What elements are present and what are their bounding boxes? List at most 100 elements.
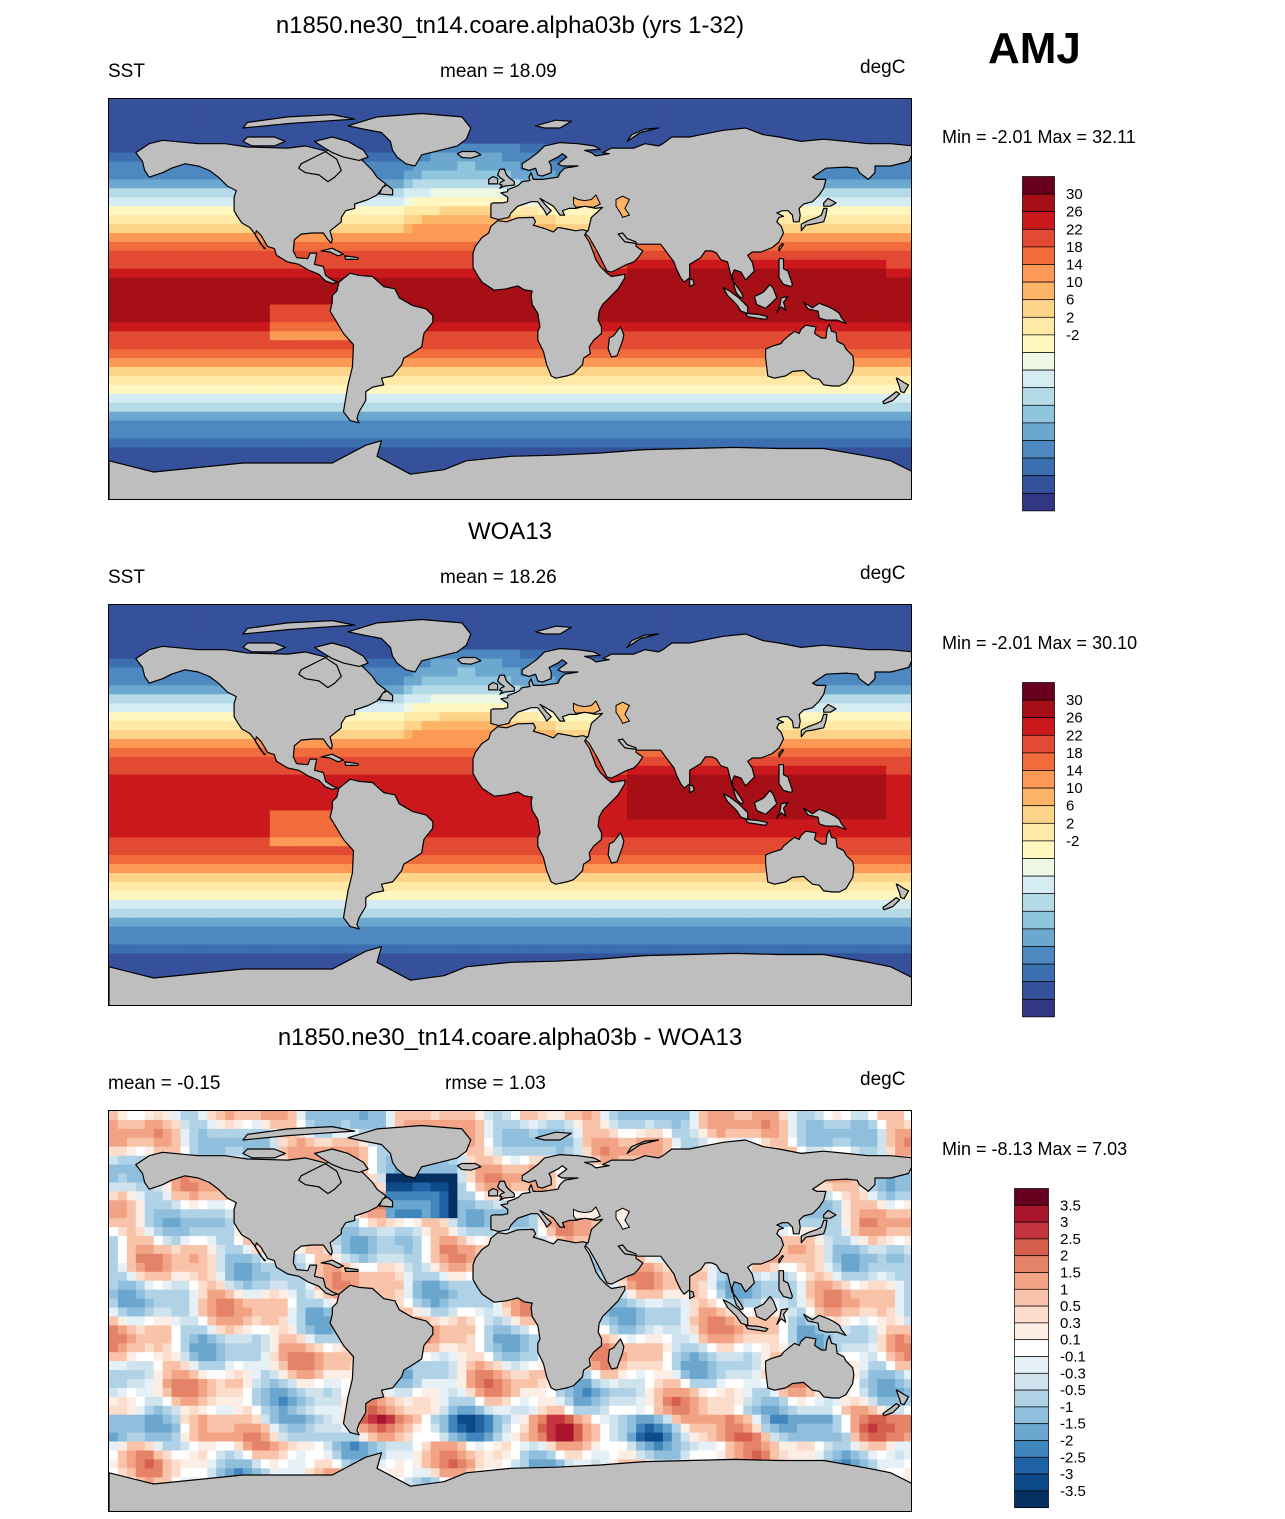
colorbar-swatch — [1022, 334, 1055, 353]
panel-2-title: WOA13 — [467, 518, 553, 545]
landmass-cuba — [320, 1259, 345, 1269]
landmass-eurasia — [490, 1139, 911, 1311]
landmass-iceland — [456, 656, 482, 665]
landmass-hispaniola — [344, 255, 359, 260]
landmass-novaya — [626, 127, 659, 142]
colorbar-tick-label: 6 — [1066, 292, 1074, 309]
landmass-cuba — [320, 753, 345, 763]
landmass-japan — [800, 207, 828, 232]
landmass-africa — [472, 722, 626, 885]
colorbar-tick-label: 26 — [1066, 710, 1083, 727]
landmass-philippines — [778, 1270, 793, 1300]
colorbar-tick-label: -0.5 — [1060, 1382, 1086, 1399]
colorbar-swatch — [1022, 352, 1055, 371]
colorbar-tick-label: 30 — [1066, 186, 1083, 203]
colorbar-tick-label: 18 — [1066, 745, 1083, 762]
colorbar-tick-label: 2 — [1060, 1248, 1068, 1265]
landmass-australia — [765, 829, 855, 893]
colorbar-swatch — [1014, 1406, 1049, 1425]
landmass-japan — [800, 1219, 828, 1244]
landmass-borneo — [753, 1295, 778, 1321]
inland-sea — [615, 701, 631, 725]
colorbar-swatch — [1014, 1473, 1049, 1492]
landmass-java — [744, 1324, 769, 1332]
landmass-svalbard — [535, 1131, 572, 1141]
landmass-hispaniola — [344, 761, 359, 766]
landmass-new-zealand-s — [882, 897, 901, 911]
colorbar-tick-label: 1.5 — [1060, 1265, 1081, 1282]
inland-sea — [573, 1206, 601, 1220]
landmass-africa — [472, 216, 626, 379]
landmass-ireland — [488, 175, 499, 185]
landmass-novaya — [626, 1139, 659, 1154]
landmass-north-america — [135, 139, 387, 284]
landmass-sri-lanka — [689, 278, 695, 288]
landmass-africa — [472, 1228, 626, 1391]
colorbar-tick-label: 3 — [1060, 1214, 1068, 1231]
colorbar-swatch — [1022, 752, 1055, 771]
colorbar-swatch — [1022, 928, 1055, 947]
landmass-hokkaido — [823, 1209, 837, 1219]
colorbar-tick-label: -0.1 — [1060, 1349, 1086, 1366]
landmass-north-america — [135, 1151, 387, 1296]
landmass-novaya — [626, 633, 659, 648]
colorbar-tick-label: -2 — [1066, 833, 1079, 850]
landmass-britain — [497, 1180, 515, 1201]
landmass-victoria — [242, 1148, 286, 1159]
landmass-newfoundland — [378, 1196, 394, 1208]
inland-sea — [615, 1207, 631, 1231]
colorbar-tick-label: 3.5 — [1060, 1197, 1081, 1214]
landmass-australia — [765, 1335, 855, 1399]
colorbar-swatch — [1014, 1204, 1049, 1223]
colorbar-swatch — [1022, 404, 1055, 424]
landmass-newfoundland — [378, 690, 394, 702]
landmass-hokkaido — [823, 703, 837, 713]
colorbar-swatch — [1022, 682, 1055, 701]
landmass-greenland — [347, 112, 472, 167]
panel-3-mean-label: mean = -0.15 — [108, 1073, 221, 1094]
colorbar-swatch — [1022, 770, 1055, 789]
colorbar-swatch — [1022, 299, 1055, 318]
panel-2-map — [108, 604, 912, 1006]
colorbar-tick-label: -3.5 — [1060, 1483, 1086, 1500]
landmass-antarctica — [109, 440, 911, 499]
colorbar-swatch — [1022, 963, 1055, 983]
colorbar-swatch — [1022, 998, 1055, 1018]
panel-3-colorbar: 3.5 3 2.5 2 1.5 1 0.5 0.3 0.1 -0.1 -0.3 -0.5 -1 -1.5-… — [1014, 1188, 1124, 1509]
landmass-madagascar — [607, 832, 625, 864]
colorbar-tick-label: 10 — [1066, 274, 1083, 291]
colorbar-swatch — [1022, 893, 1055, 912]
colorbar-swatch — [1022, 211, 1055, 230]
landmass-borneo — [753, 283, 778, 309]
panel-2-colorbar: 30 26 22 18 14 10 6 2 -2 — [1022, 682, 1132, 1018]
landmass-japan — [800, 713, 828, 738]
colorbar-swatch — [1014, 1188, 1049, 1206]
colorbar-swatch — [1014, 1372, 1049, 1391]
landmass-new-zealand-n — [895, 883, 910, 900]
panel-2-units-label: degC — [860, 563, 906, 584]
colorbar-swatch — [1014, 1456, 1049, 1475]
colorbar-swatch — [1022, 246, 1055, 265]
panel-2-mean-label: mean = 18.26 — [440, 567, 557, 588]
landmass-hokkaido — [823, 197, 837, 207]
panel-1-colorbar: 30 26 22 18 14 10 6 2 -2 — [1022, 176, 1132, 512]
landmass-south-america — [329, 272, 434, 424]
landmass-taiwan — [778, 242, 785, 252]
landmass-philippines — [778, 258, 793, 288]
colorbar-swatch — [1022, 699, 1055, 719]
landmass-ireland — [488, 681, 499, 691]
panel-1-title: n1850.ne30_tn14.coare.alpha03b (yrs 1-32… — [275, 12, 745, 39]
colorbar-swatch — [1014, 1490, 1049, 1509]
landmass-sulawesi — [776, 802, 789, 819]
colorbar-tick-label: 1 — [1060, 1281, 1068, 1298]
season-label: AMJ — [988, 24, 1081, 73]
landmass-britain — [497, 674, 515, 695]
panel-1-variable-label: SST — [108, 61, 145, 82]
landmass-iceland — [456, 150, 482, 159]
landmass-philippines — [778, 764, 793, 794]
landmass-victoria — [242, 642, 286, 653]
landmass-madagascar — [607, 326, 625, 358]
colorbar-swatch — [1022, 281, 1055, 301]
panel-1-units-label: degC — [860, 57, 906, 78]
colorbar-tick-label: 0.1 — [1060, 1332, 1081, 1349]
